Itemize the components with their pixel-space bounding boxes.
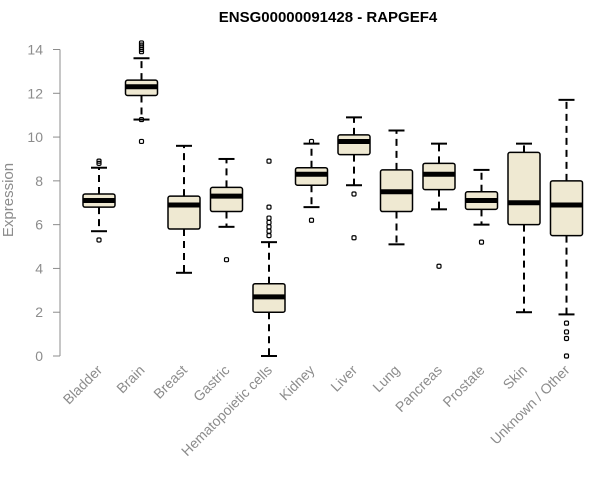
outlier-point [266, 232, 272, 239]
category-label: Liver [327, 362, 360, 395]
box-prostate [464, 168, 499, 245]
box-gastric [209, 157, 244, 263]
y-tick-label: 8 [35, 173, 43, 189]
outlier-point [563, 320, 570, 326]
iqr-box [337, 134, 371, 156]
outlier-point [351, 191, 357, 197]
iqr-box [167, 195, 201, 230]
category-label: Prostate [439, 362, 487, 410]
y-tick-label: 14 [27, 42, 43, 58]
outlier-point [96, 158, 102, 164]
outlier-point [138, 40, 145, 46]
outlier-point [308, 138, 315, 145]
box-liver [337, 116, 371, 241]
outlier-point [266, 158, 272, 164]
boxes-group [82, 40, 584, 359]
y-tick-label: 10 [27, 129, 43, 145]
outlier-point [308, 217, 315, 223]
category-label: Lung [369, 362, 402, 395]
y-tick-label: 12 [27, 85, 43, 101]
outlier-point [478, 239, 485, 245]
category-label: Kidney [276, 362, 318, 404]
category-label: Breast [150, 362, 190, 402]
outlier-point [223, 257, 230, 263]
outlier-point [138, 116, 145, 123]
box-breast [167, 144, 201, 274]
outlier-point [266, 215, 272, 221]
box-lung [379, 129, 414, 246]
outlier-point [266, 204, 272, 210]
box-kidney [294, 138, 329, 223]
outlier-point [138, 138, 145, 145]
category-label: Pancreas [392, 362, 445, 415]
box-pancreas [422, 142, 456, 269]
outlier-point [563, 353, 570, 359]
box-unknown-other [549, 98, 584, 359]
outlier-point [351, 235, 357, 241]
box-bladder [82, 158, 116, 243]
iqr-box [549, 180, 584, 237]
y-tick-label: 2 [35, 304, 43, 320]
box-brain [124, 40, 159, 145]
y-axis: 0 2 4 6 8 10 12 14 [27, 42, 61, 364]
outlier-point [266, 224, 272, 230]
category-label: Bladder [60, 362, 106, 408]
category-label: Unknown / Other [487, 362, 573, 448]
outlier-point [96, 237, 102, 243]
chart-title: ENSG00000091428 - RAPGEF4 [219, 9, 438, 26]
y-tick-label: 6 [35, 217, 43, 233]
category-label: Skin [500, 362, 531, 393]
y-tick-label: 0 [35, 348, 43, 364]
y-tick-label: 4 [35, 260, 43, 276]
outlier-point [266, 228, 272, 234]
iqr-box [209, 186, 244, 213]
iqr-box [507, 151, 541, 226]
outlier-point [563, 335, 570, 342]
outlier-point [563, 329, 570, 335]
box-skin [507, 142, 541, 314]
box-hematopoietic-cells [252, 158, 286, 357]
outlier-point [266, 219, 272, 226]
outlier-point [436, 263, 442, 269]
category-label: Brain [113, 362, 147, 396]
y-axis-label: Expression [0, 163, 17, 237]
